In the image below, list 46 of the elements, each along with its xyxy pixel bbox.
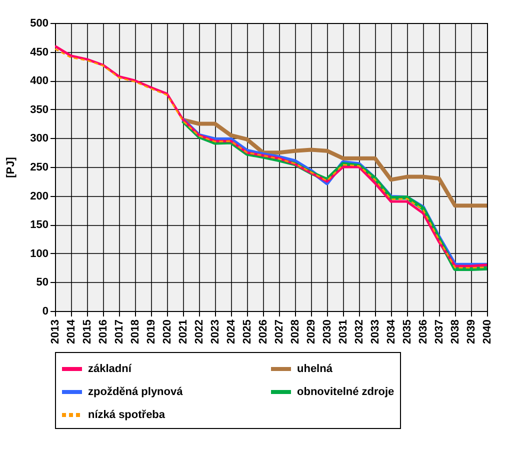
x-tick-label: 2022: [194, 320, 206, 344]
x-tick-label: 2019: [146, 320, 158, 344]
x-tick-label: 2037: [434, 320, 446, 344]
x-tick-label: 2023: [210, 320, 222, 344]
y-tick-label: 450: [30, 46, 48, 58]
y-tick-label: 400: [30, 75, 48, 88]
y-tick-label: 50: [36, 276, 48, 289]
y-tick-label: 150: [30, 219, 48, 232]
x-tick-label: 2027: [274, 320, 286, 344]
y-tick-label: 100: [30, 248, 48, 260]
x-tick-label: 2039: [466, 320, 478, 344]
x-tick-label: 2013: [50, 320, 62, 344]
y-tick-label: 350: [30, 104, 48, 116]
x-tick-label: 2016: [98, 320, 110, 344]
y-tick-label: 200: [30, 190, 48, 202]
x-tick-label: 2040: [482, 320, 494, 344]
legend-label: obnovitelné zdroje: [297, 386, 394, 398]
x-tick-label: 2028: [290, 320, 302, 344]
y-tick-label: 250: [30, 162, 48, 174]
legend-label: zpožděná plynová: [88, 386, 184, 398]
x-tick-label: 2036: [418, 320, 430, 344]
x-tick-label: 2033: [370, 320, 382, 344]
x-tick-label: 2035: [402, 320, 414, 344]
x-tick-label: 2030: [322, 320, 334, 344]
x-tick-label: 2038: [450, 320, 462, 344]
y-tick-label: 500: [30, 18, 48, 30]
x-tick-label: 2018: [130, 320, 142, 344]
legend-label: základní: [88, 363, 132, 375]
y-tick-label: 0: [42, 306, 48, 318]
x-tick-label: 2032: [354, 320, 366, 344]
x-tick-label: 2015: [82, 320, 94, 344]
x-tick-label: 2026: [258, 320, 270, 344]
legend-label: nízká spotřeba: [88, 409, 166, 421]
x-tick-label: 2021: [178, 320, 190, 344]
x-tick-label: 2029: [306, 320, 318, 344]
y-tick-label: 300: [30, 132, 48, 145]
x-tick-label: 2025: [242, 320, 254, 344]
x-tick-label: 2034: [386, 318, 398, 344]
y-axis-title: [PJ]: [5, 156, 18, 178]
x-tick-label: 2031: [338, 320, 350, 344]
legend-label: uhelná: [297, 363, 334, 375]
x-tick-label: 2014: [66, 318, 78, 344]
x-tick-label: 2024: [226, 318, 238, 344]
x-tick-label: 2017: [114, 320, 126, 344]
x-tick-label: 2020: [162, 320, 174, 344]
line-series: [181, 118, 487, 208]
